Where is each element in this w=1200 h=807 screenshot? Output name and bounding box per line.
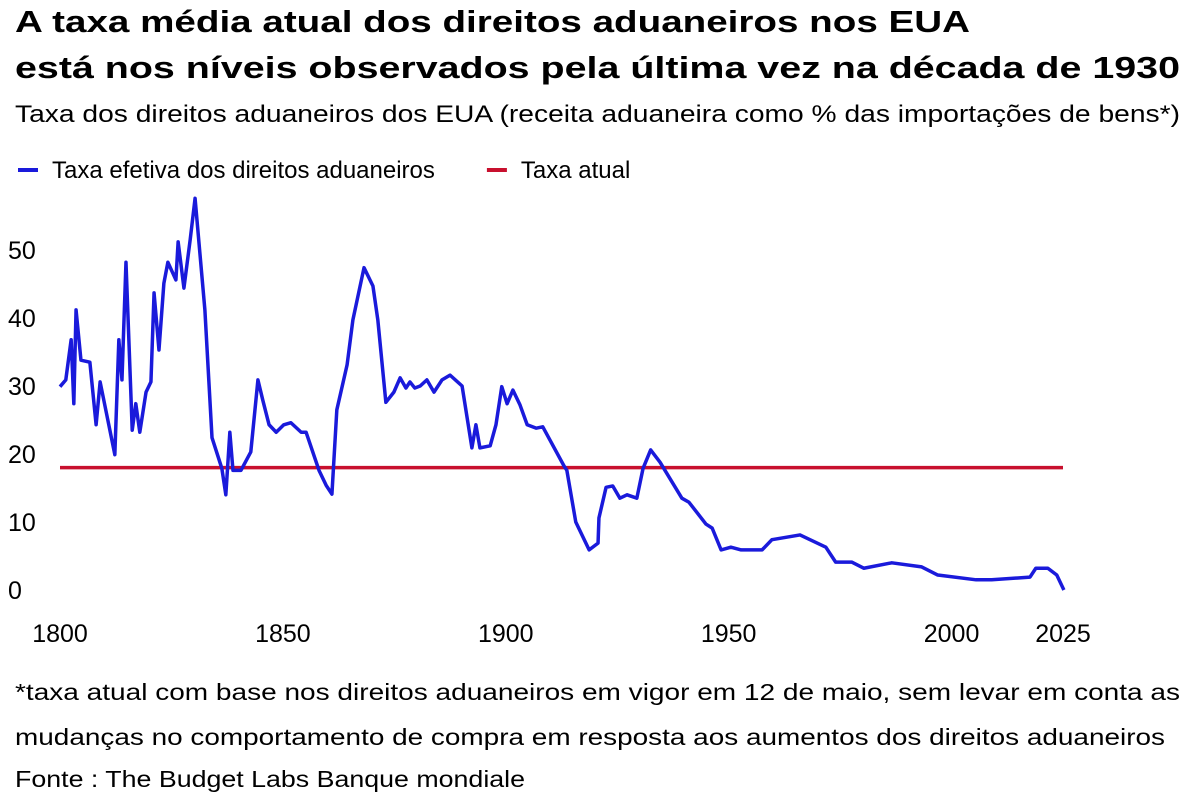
footnote: mudanças no comportamento de compra em r… [15, 724, 1165, 750]
legend-label: Taxa efetiva dos direitos aduaneiros [52, 157, 435, 184]
subtitle: Taxa dos direitos aduaneiros dos EUA (re… [15, 101, 1180, 128]
chart-title: está nos níveis observados pela última v… [15, 50, 1180, 85]
footnote: *taxa atual com base nos direitos aduane… [15, 679, 1180, 705]
x-tick-label: 1800 [32, 620, 88, 648]
series-line [58, 196, 1066, 591]
y-tick-label: 10 [8, 509, 36, 537]
legend-label: Taxa atual [521, 157, 630, 184]
y-tick-label: 40 [8, 305, 36, 333]
y-tick-label: 0 [8, 577, 22, 605]
x-tick-label: 1900 [478, 620, 534, 648]
x-tick-label: 1850 [255, 620, 311, 648]
x-tick-label: 2000 [924, 620, 980, 648]
x-tick-label: 1950 [701, 620, 757, 648]
y-tick-label: 30 [8, 373, 36, 401]
y-tick-label: 20 [8, 441, 36, 469]
source: Fonte : The Budget Labs Banque mondiale [15, 766, 525, 792]
chart-title: A taxa média atual dos direitos aduaneir… [15, 4, 970, 39]
y-tick-label: 50 [8, 237, 36, 265]
x-tick-label: 2025 [1035, 620, 1091, 648]
